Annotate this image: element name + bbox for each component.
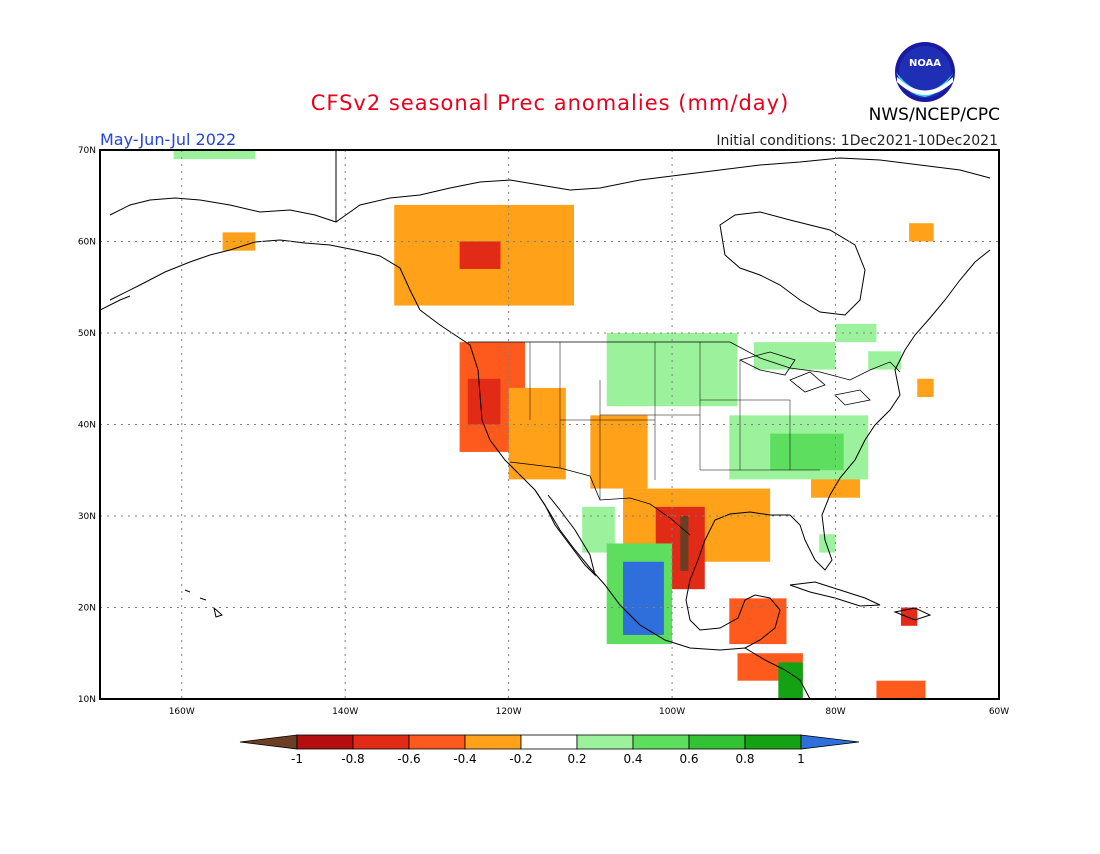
anomaly-maine-dry: [917, 378, 934, 398]
east-coast: [789, 349, 906, 571]
anomaly-great-basin-dry: [508, 387, 566, 480]
lat-tick-label: 50N: [78, 329, 96, 339]
legend-swatch: [520, 734, 578, 750]
map-plot-area: 70N 60N 50N 40N 30N 20N 10N 160W 140W 120W 100W 80W…: [78, 146, 1009, 717]
legend-swatch: [408, 734, 466, 750]
legend-label: 0.6: [679, 752, 698, 766]
anomaly-great-plains-wet: [606, 333, 738, 407]
coastline-layer: [100, 150, 991, 699]
legend-arrow-min: [239, 734, 298, 750]
baja-peninsula: [534, 489, 596, 577]
lon-tick-label: 100W: [659, 707, 685, 717]
anomaly-texas-max: [680, 516, 689, 571]
noaa-logo-text: NOAA: [909, 58, 941, 69]
anomaly-florida-wet: [819, 534, 836, 553]
legend-swatch: [688, 734, 746, 750]
west-coast: [419, 309, 811, 699]
gulf-coast: [685, 511, 790, 649]
great-lakes: [738, 351, 871, 406]
lon-tick-label: 80W: [825, 707, 845, 717]
anomaly-hispaniola-dry: [900, 607, 918, 626]
anomaly-great-lakes-wet: [753, 342, 836, 370]
lon-tick-label: 160W: [169, 707, 195, 717]
legend-swatch: [576, 734, 634, 750]
aleutians: [100, 295, 131, 311]
lat-tick-label: 30N: [78, 512, 96, 522]
legend-swatch: [464, 734, 522, 750]
legend-label: 1: [797, 752, 805, 766]
anomaly-yucatan-dry: [729, 598, 787, 645]
lon-tick-label: 120W: [496, 707, 522, 717]
mexico-us-border: [509, 461, 691, 536]
lon-tick-label: 140W: [332, 707, 358, 717]
legend-label: -0.6: [397, 752, 420, 766]
alaska-south-coast: [109, 239, 421, 311]
anomaly-central-america-wet: [778, 662, 803, 699]
anomaly-layer: [173, 150, 934, 699]
state-lines: [529, 342, 820, 500]
initial-conditions: Initial conditions: 1Dec2021-10Dec2021: [716, 133, 998, 149]
lat-tick-label: 60N: [78, 238, 96, 248]
hispaniola: [893, 607, 932, 621]
legend-swatch: [296, 734, 354, 750]
legend-swatch: [352, 734, 410, 750]
alaska-coast: [109, 150, 337, 223]
labrador-coast: [904, 249, 991, 351]
legend-swatch: [632, 734, 690, 750]
axis-ticks: 70N 60N 50N 40N 30N 20N 10N 160W 140W 120W 100W 80W…: [78, 146, 1009, 717]
anomaly-alaska-north-wet: [173, 150, 256, 160]
lat-tick-label: 10N: [78, 695, 96, 705]
lat-tick-label: 40N: [78, 421, 96, 431]
anomaly-pacific-nw-core: [467, 378, 501, 425]
anomaly-mexico-pacific-blue: [623, 561, 664, 635]
cuba: [789, 581, 881, 607]
legend-label: -1: [291, 752, 303, 766]
legend-swatch: [744, 734, 802, 750]
color-legend: -1 -0.8 -0.6 -0.4 -0.2 0.2 0.4 0.6 0.8 1: [239, 734, 860, 766]
legend-arrow-max: [800, 734, 860, 750]
legend-label: -0.2: [509, 752, 532, 766]
anomaly-canada-west-core: [459, 241, 501, 269]
anomaly-caribbean-dry: [876, 680, 926, 699]
noaa-logo: NOAA: [895, 42, 955, 102]
anomaly-hudson-wet: [835, 323, 877, 343]
agency-label: NWS/NCEP/CPC: [869, 105, 1000, 125]
legend-label: 0.8: [735, 752, 754, 766]
map-frame: [99, 149, 1000, 700]
anomaly-northeast-canada-dry: [909, 223, 934, 242]
legend-label: 0.2: [567, 752, 586, 766]
anomaly-ohio-valley-core: [770, 433, 844, 471]
lat-tick-label: 20N: [78, 604, 96, 614]
legend-label: 0.4: [623, 752, 642, 766]
arctic-coast: [335, 157, 991, 223]
hudson-bay: [719, 211, 866, 316]
graticule: [100, 150, 999, 699]
lat-tick-label: 70N: [78, 146, 96, 156]
anomaly-alaska-dry: [222, 232, 256, 251]
legend-label: -0.4: [453, 752, 476, 766]
lon-tick-label: 60W: [989, 707, 1009, 717]
legend-label: -0.8: [341, 752, 364, 766]
hawaii: [184, 589, 223, 618]
anomaly-colorado-dry: [590, 415, 648, 489]
chart-title: CFSv2 seasonal Prec anomalies (mm/day): [311, 91, 790, 115]
forecast-period: May-Jun-Jul 2022: [100, 130, 236, 149]
